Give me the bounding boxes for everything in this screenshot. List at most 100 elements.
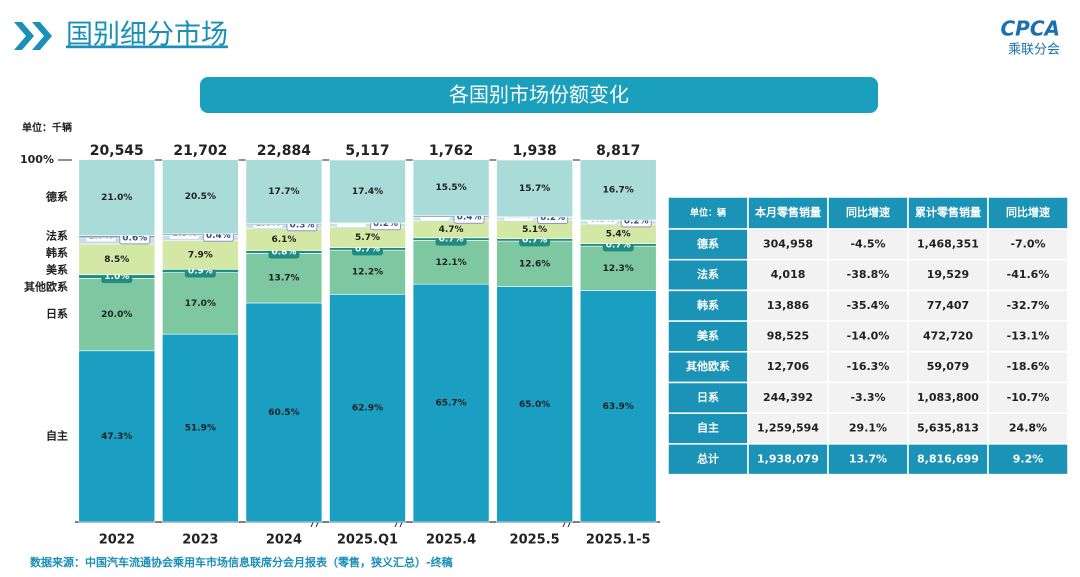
value-label: 15.7% (519, 184, 550, 194)
value-label: 62.9% (352, 404, 383, 414)
bar-segment (579, 159, 657, 221)
value-label: 0.9% (188, 266, 213, 276)
value-label: 12.6% (519, 259, 550, 269)
total-label: 1,762 (429, 143, 473, 159)
logo: CPCA (1001, 17, 1061, 41)
table-cell-text: 1,259,594 (757, 422, 819, 435)
table-cell (907, 289, 989, 322)
value-label: 7.9% (188, 251, 213, 261)
table-cell (827, 381, 909, 414)
bar-segment (245, 253, 323, 304)
value-label: 0.2% (373, 219, 398, 229)
value-label: 5.1% (522, 225, 547, 235)
table-cell-text: 4,018 (771, 268, 806, 281)
table-cell-text: 24.8% (1009, 422, 1047, 435)
table-cell-text: 其他欧系 (686, 359, 730, 373)
value-label: 0.7% (439, 235, 464, 245)
table-cell-text: 1,468,351 (917, 237, 979, 250)
table-cell-text: 98,525 (767, 329, 809, 342)
value-label: 5.7% (355, 233, 380, 243)
bar-segment (412, 283, 490, 523)
table-cell-text: -38.8% (847, 268, 890, 281)
value-label: 0.7% (522, 235, 547, 245)
table-cell-text: -32.7% (1007, 299, 1050, 312)
bar-segment (579, 290, 657, 523)
table-cell (747, 351, 829, 384)
total-label: 20,545 (90, 143, 144, 159)
table-header-cell (907, 196, 989, 230)
bar-segment (162, 272, 239, 335)
bar-segment (78, 350, 156, 523)
table-cell-text: 244,392 (763, 391, 813, 404)
table-header-text: 单位：辆 (690, 207, 726, 219)
value-label: 17.4% (352, 187, 383, 197)
total-label: 8,817 (596, 143, 640, 159)
table-cell-text: 美系 (697, 328, 719, 342)
table-cell-text: 29.1% (849, 422, 887, 435)
table-cell-text: -4.5% (850, 237, 885, 250)
bar-segment (162, 240, 239, 270)
table-cell (907, 412, 989, 445)
value-label: 5.4% (606, 229, 631, 239)
logo-sub: 乘联分会 (1008, 43, 1060, 58)
bar-segment (245, 302, 323, 523)
value-label: 0.3% (289, 220, 314, 230)
table-cell-text: 59,079 (927, 360, 969, 373)
table-cell-text: -10.7% (1007, 391, 1050, 404)
value-label: 17.7% (268, 187, 299, 197)
chart-title-banner (200, 77, 878, 113)
table-header-text: 同比增速 (846, 205, 890, 219)
table-cell-text: 1,938,079 (757, 452, 819, 465)
value-label: 20.0% (101, 310, 132, 320)
y-tick-label: 100% (20, 153, 54, 166)
value-label: 12.3% (603, 264, 634, 274)
value-label: 15.5% (435, 183, 466, 193)
x-tick-label: 2022 (99, 533, 135, 548)
series-name: 日系 (46, 307, 68, 321)
bar-segment (162, 333, 239, 523)
table-cell (987, 289, 1069, 322)
table-cell (747, 381, 829, 414)
table-cell (827, 320, 909, 353)
table-cell (667, 351, 749, 384)
table-cell-text: -41.6% (1007, 268, 1050, 281)
unit-label: 单位：千辆 (22, 121, 72, 134)
value-label: 16.7% (603, 185, 634, 195)
table-cell-text: 日系 (697, 390, 719, 404)
value-label: 47.3% (101, 432, 132, 442)
table-cell-text: -7.0% (1010, 237, 1045, 250)
table-cell-text: 9.2% (1013, 452, 1044, 465)
series-name: 自主 (46, 428, 68, 442)
table-cell-text: 19,529 (927, 268, 969, 281)
table-cell (827, 443, 909, 476)
table-header-text: 同比增速 (1006, 205, 1050, 219)
table-cell (907, 351, 989, 384)
table-cell (907, 320, 989, 353)
table-cell-text: 8,816,699 (917, 452, 979, 465)
x-tick-label: 2025.5 (510, 533, 560, 548)
table-cell (827, 351, 909, 384)
table-cell-text: 法系 (697, 267, 719, 281)
table-cell (667, 412, 749, 445)
x-tick-label: 2025.Q1 (337, 533, 398, 548)
bar-segment (245, 159, 323, 225)
table-cell (987, 258, 1069, 292)
value-label: 1.0% (104, 272, 129, 282)
table-cell (987, 228, 1069, 261)
table-cell (907, 258, 989, 292)
table-cell (747, 412, 829, 445)
table-cell (747, 258, 829, 292)
table-cell (827, 258, 909, 292)
bar-segment (496, 286, 573, 523)
value-label: 0.6% (122, 233, 147, 243)
bar-segment (579, 245, 657, 291)
bar-segment (78, 243, 156, 276)
value-label: 4.7% (439, 225, 464, 235)
value-label: 21.0% (101, 193, 132, 203)
table-cell-text: 1,083,800 (917, 391, 979, 404)
table-cell-text: -13.1% (1007, 329, 1050, 342)
value-label: 0.7% (606, 240, 631, 250)
table-header-text: 本月零售销量 (755, 205, 821, 219)
table-header-cell (827, 196, 909, 230)
